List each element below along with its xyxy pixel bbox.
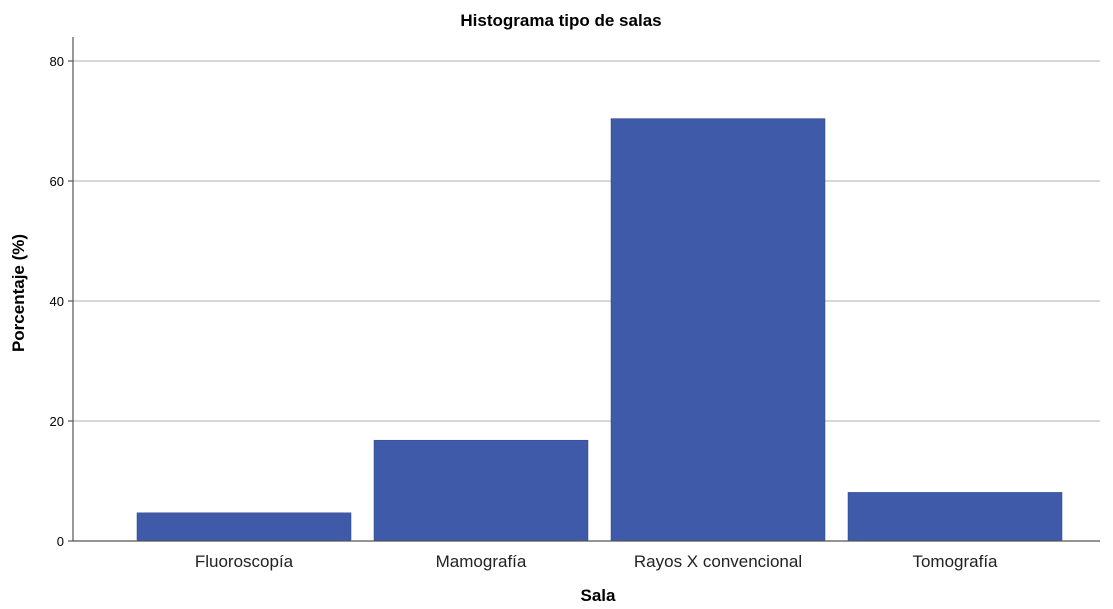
y-tick-label: 0 (57, 534, 64, 549)
y-tick-labels: 0 20 40 60 80 (50, 54, 73, 549)
x-tick-label: Tomografía (912, 552, 998, 571)
bar-4 (847, 492, 1063, 542)
y-axis-label: Porcentaje (%) (9, 234, 28, 352)
y-tick-label: 80 (50, 54, 64, 69)
y-tick-label: 60 (50, 174, 64, 189)
bar-2 (373, 439, 589, 542)
gridlines (73, 60, 1100, 422)
x-tick-label: Rayos X convencional (634, 552, 802, 571)
x-tick-labels: Fluoroscopía Mamografía Rayos X convencion… (195, 552, 998, 571)
bar-3 (610, 118, 826, 542)
bars (136, 118, 1063, 542)
y-tick-label: 40 (50, 294, 64, 309)
y-tick-label: 20 (50, 414, 64, 429)
bar-1 (136, 512, 352, 542)
x-tick-label: Fluoroscopía (195, 552, 294, 571)
x-axis-label: Sala (581, 586, 617, 605)
x-tick-label: Mamografía (436, 552, 527, 571)
chart-title: Histograma tipo de salas (460, 11, 661, 30)
